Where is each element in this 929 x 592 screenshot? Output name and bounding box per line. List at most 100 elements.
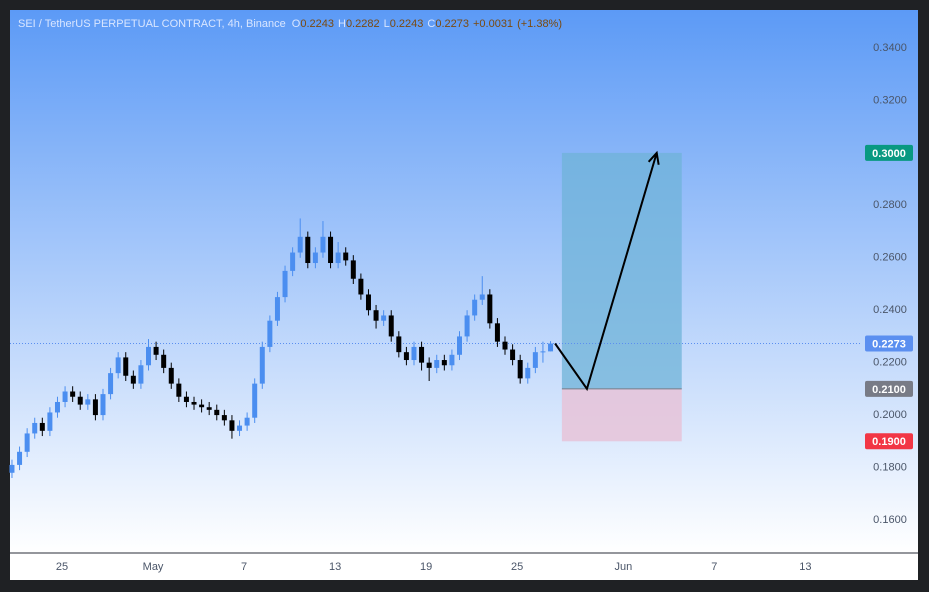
candle-body (517, 360, 523, 379)
candle-body (335, 252, 341, 264)
candle-body (70, 391, 76, 397)
x-tick-label: 25 (511, 561, 523, 573)
candle-body (153, 346, 159, 355)
candle-body (244, 417, 250, 426)
candle-body (290, 252, 296, 271)
candle-body (373, 310, 379, 321)
candle-body (17, 451, 23, 465)
candle-body (365, 294, 371, 311)
candle-body (100, 394, 106, 416)
candle-body (548, 343, 554, 352)
header: SEI / TetherUS PERPETUAL CONTRACT, 4h, B… (18, 18, 562, 30)
candle-body (320, 236, 326, 253)
price-badge-label: 0.2100 (872, 384, 906, 396)
candle-body (9, 464, 15, 473)
candle-body (176, 383, 182, 397)
y-tick-label: 0.2200 (873, 357, 907, 369)
candle-body (502, 341, 508, 350)
ohlc-value: 0.2273 (435, 18, 469, 30)
candle-body (138, 365, 144, 384)
candle-body (214, 409, 220, 416)
candle-body (267, 320, 273, 347)
candle-body (32, 422, 38, 434)
candle-body (312, 252, 318, 264)
price-badge-label: 0.3000 (872, 148, 906, 160)
change-value: +0.0031 (473, 18, 513, 30)
price-badge (865, 144, 913, 161)
candle-body (358, 278, 364, 295)
price-badge (865, 433, 913, 450)
x-tick-label: 7 (241, 561, 247, 573)
candle-body (297, 236, 303, 253)
candle-body (464, 315, 470, 337)
candle-body (77, 396, 83, 405)
candle-body (487, 294, 493, 324)
candle-body (540, 351, 546, 353)
candle-body (426, 362, 432, 368)
candle-body (388, 315, 394, 337)
candle-body (449, 354, 455, 366)
ohlc-value: 0.2243 (300, 18, 334, 30)
y-tick-label: 0.2600 (873, 252, 907, 264)
candle-body (221, 415, 227, 421)
candle-body (381, 315, 387, 321)
candle-body (328, 236, 334, 264)
candle-body (494, 323, 500, 342)
candle-body (350, 260, 356, 279)
candle-body (199, 404, 205, 408)
y-tick-label: 0.1800 (873, 461, 907, 473)
candle-body (130, 375, 136, 384)
candle-body (168, 367, 174, 384)
ohlc-letter: O (292, 18, 301, 30)
candle-body (206, 407, 212, 410)
price-badge-label: 0.2273 (872, 338, 906, 350)
plot-background (10, 10, 918, 553)
ohlc-value: 0.2282 (346, 18, 380, 30)
price-badge (865, 335, 913, 352)
candle-body (411, 346, 417, 361)
x-tick-label: 25 (56, 561, 68, 573)
y-tick-label: 0.3400 (873, 42, 907, 54)
ohlc-letter: C (427, 18, 435, 30)
header-text: SEI / TetherUS PERPETUAL CONTRACT, 4h, B… (18, 18, 562, 30)
candle-body (237, 425, 243, 431)
candle-body (229, 420, 235, 431)
change-percent: (+1.38%) (517, 18, 562, 30)
candle-body (479, 294, 485, 300)
time-axis-background (10, 553, 918, 580)
symbol-title: SEI / TetherUS PERPETUAL CONTRACT, 4h, B… (18, 18, 286, 30)
candle-body (146, 346, 152, 366)
y-tick-label: 0.2800 (873, 199, 907, 211)
ohlc-value: 0.2243 (390, 18, 424, 30)
candle-body (305, 236, 311, 264)
candle-body (115, 357, 121, 374)
ohlc-letter: L (384, 18, 390, 30)
candle-body (259, 346, 265, 384)
candle-body (161, 354, 167, 368)
x-tick-label: May (143, 561, 164, 573)
loss-zone (561, 388, 682, 442)
candle-body (191, 401, 197, 405)
candle-body (62, 391, 68, 402)
candle-body (85, 399, 91, 405)
x-tick-label: 13 (799, 561, 811, 573)
candle-body (24, 433, 30, 452)
price-badge-label: 0.1900 (872, 436, 906, 448)
x-tick-label: 13 (329, 561, 341, 573)
price-badge (865, 380, 913, 397)
candle-body (441, 360, 447, 366)
candle-body (54, 401, 60, 413)
candle-body (252, 383, 258, 418)
x-tick-label: 19 (420, 561, 432, 573)
ohlc-letter: H (338, 18, 346, 30)
candle-body (343, 252, 349, 261)
candle-body (434, 360, 440, 368)
candle-body (396, 336, 402, 353)
candle-body (525, 367, 531, 379)
candle-body (472, 299, 478, 316)
candle-body (39, 422, 45, 431)
x-tick-label: Jun (614, 561, 632, 573)
candle-body (403, 352, 409, 361)
y-tick-label: 0.2400 (873, 304, 907, 316)
